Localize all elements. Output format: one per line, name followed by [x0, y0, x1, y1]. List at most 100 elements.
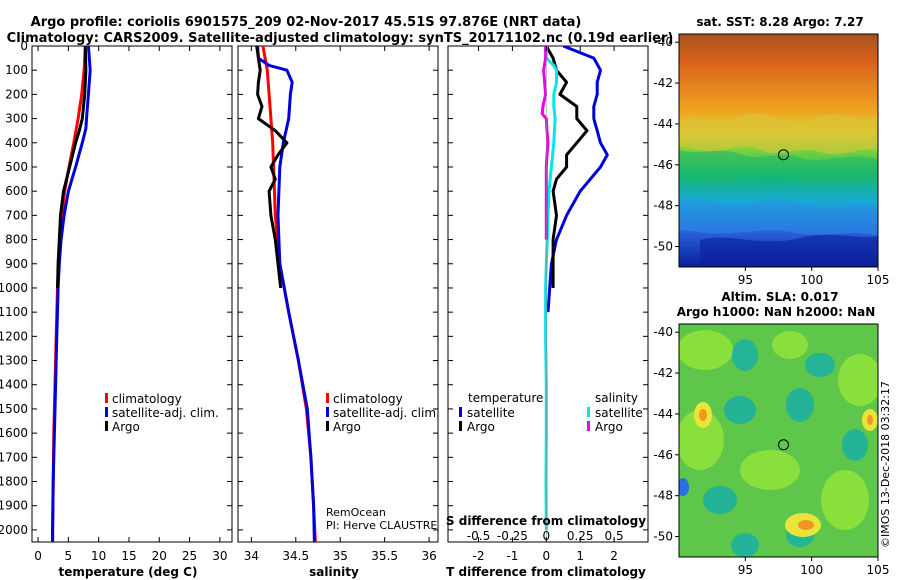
depth-tick-label: 1500 [0, 402, 28, 416]
header-line-1: Argo profile: coriolis 6901575_209 02-No… [31, 15, 582, 30]
legend-label-argo: Argo [333, 420, 361, 434]
legend-swatch-satellite [105, 407, 108, 417]
x-tick-label: -2 [473, 549, 485, 563]
map-y-tick-label: -46 [653, 158, 673, 172]
map-y-tick-label: -40 [653, 35, 673, 49]
difference-series-group [540, 46, 609, 542]
legend-swatch-t-satellite [459, 407, 462, 417]
sst-green-band [679, 150, 878, 182]
map-y-tick-label: -48 [653, 199, 673, 213]
legend-swatch-s-satellite [587, 407, 590, 417]
depth-tick-label: 1400 [0, 378, 28, 392]
sst-map [679, 34, 878, 267]
x-tick-label: 34 [244, 549, 259, 563]
salinity-legend: climatology satellite-adj. clim. Argo [326, 392, 440, 434]
legend-label-s-argo: Argo [595, 420, 623, 434]
x-tick-label-salinity: 0.25 [567, 529, 594, 543]
map-y-tick-label: -50 [653, 530, 673, 544]
sst-front-band [679, 113, 878, 155]
map-y-tick-label: -46 [653, 448, 673, 462]
temperature-series-group [51, 46, 92, 542]
x-tick-label: 5 [65, 549, 73, 563]
legend-swatch-satellite [326, 407, 329, 417]
credit-project: RemOcean [326, 506, 386, 519]
x-tick-label: 0 [34, 549, 42, 563]
legend-swatch-s-argo [587, 421, 590, 431]
header-line-2: Climatology: CARS2009. Satellite-adjuste… [7, 31, 674, 46]
difference-xlabel-salinity: S difference from climatology [446, 514, 646, 528]
depth-tick-label: 1300 [0, 354, 28, 368]
depth-tick-label: 100 [5, 63, 28, 77]
sla-map-title-1: Altim. SLA: 0.017 [721, 290, 838, 304]
salinity-panel-frame [237, 45, 439, 543]
legend-label-climatology: climatology [333, 392, 403, 406]
imos-credit: ©IMOS 13-Dec-2018 03:32:17 [879, 381, 892, 548]
legend-label-s-satellite: satellite [595, 406, 643, 420]
depth-tick-label: 1600 [0, 426, 28, 440]
x-tick-label: 36 [421, 549, 436, 563]
depth-axis: 0 100 200 300 400 500 600 700 800 900 1000 1100 1200… [0, 39, 648, 537]
legend-label-satellite: satellite-adj. clim. [333, 406, 440, 420]
sla-peak-anomalies [699, 409, 873, 530]
difference-legend-salinity: salinity satellite Argo [587, 391, 643, 434]
map-y-tick-label: -42 [653, 76, 673, 90]
difference-xlabel: T difference from climatology [446, 565, 646, 579]
sla-profile-marker [777, 439, 789, 451]
depth-tick-label: 1700 [0, 450, 28, 464]
series-satellite-line [546, 46, 609, 313]
sst-map-title: sat. SST: 8.28 Argo: 7.27 [696, 15, 863, 29]
x-tick-label-salinity: 0.5 [605, 529, 624, 543]
x-tick-label: 10 [91, 549, 106, 563]
x-tick-label: 2 [610, 549, 618, 563]
x-tick-label: 0 [542, 549, 550, 563]
legend-label-argo: Argo [112, 420, 140, 434]
temperature-legend: climatology satellite-adj. clim. Argo [105, 392, 219, 434]
x-tick-label: -1 [506, 549, 518, 563]
salinity-series-group [255, 46, 317, 542]
series-argo-line [56, 46, 88, 289]
x-tick-label: 1 [576, 549, 584, 563]
legend-swatch-argo [105, 421, 108, 431]
map-y-tick-label: -42 [653, 366, 673, 380]
map-y-tick-label: -48 [653, 489, 673, 503]
x-tick-label: 30 [212, 549, 227, 563]
map-y-tick-label: -44 [653, 407, 673, 421]
x-tick-label-salinity: -0.5 [467, 529, 490, 543]
legend-label-t-satellite: satellite [467, 406, 515, 420]
temperature-xlabel: temperature (deg C) [59, 565, 198, 579]
map-x-tick-label: 95 [738, 563, 753, 577]
depth-tick-label: 2000 [0, 523, 28, 537]
difference-legend-temperature: temperature satellite Argo [459, 391, 543, 434]
sla-map-title-2: Argo h1000: NaN h2000: NaN [677, 305, 876, 319]
legend-swatch-climatology [105, 393, 108, 403]
sla-map-axes: 95 100 105 -40 -42 -44 -46 -48 -50 [653, 325, 889, 577]
x-tick-label: 35 [333, 549, 348, 563]
sla-map-frame [678, 323, 879, 558]
depth-tick-label: 300 [5, 112, 28, 126]
series-satellite-line [256, 46, 316, 542]
series-satellite-line [51, 46, 92, 542]
map-x-tick-label: 100 [800, 563, 823, 577]
depth-tick-label: 800 [5, 233, 28, 247]
legend-title-temperature: temperature [468, 391, 543, 405]
depth-tick-label: 0 [20, 39, 28, 53]
map-x-tick-label: 105 [867, 273, 890, 287]
depth-tick-label: 1100 [0, 305, 28, 319]
depth-tick-label: 1200 [0, 329, 28, 343]
x-tick-label: 20 [152, 549, 167, 563]
sla-low-anomalies [679, 478, 689, 496]
legend-swatch-t-argo [459, 421, 462, 431]
series-argo-line [255, 46, 289, 289]
x-tick-label-salinity: -0.25 [497, 529, 528, 543]
depth-tick-label: 600 [5, 184, 28, 198]
x-tick-label: 34.5 [282, 549, 309, 563]
sst-map-axes: 95 100 105 -40 -42 -44 -46 -48 -50 [653, 35, 889, 287]
legend-label-climatology: climatology [112, 392, 182, 406]
legend-label-t-argo: Argo [467, 420, 495, 434]
map-y-tick-label: -44 [653, 117, 673, 131]
legend-title-salinity: salinity [595, 391, 638, 405]
depth-tick-label: 200 [5, 87, 28, 101]
depth-tick-label: 1000 [0, 281, 28, 295]
sst-cold-water [700, 234, 878, 267]
